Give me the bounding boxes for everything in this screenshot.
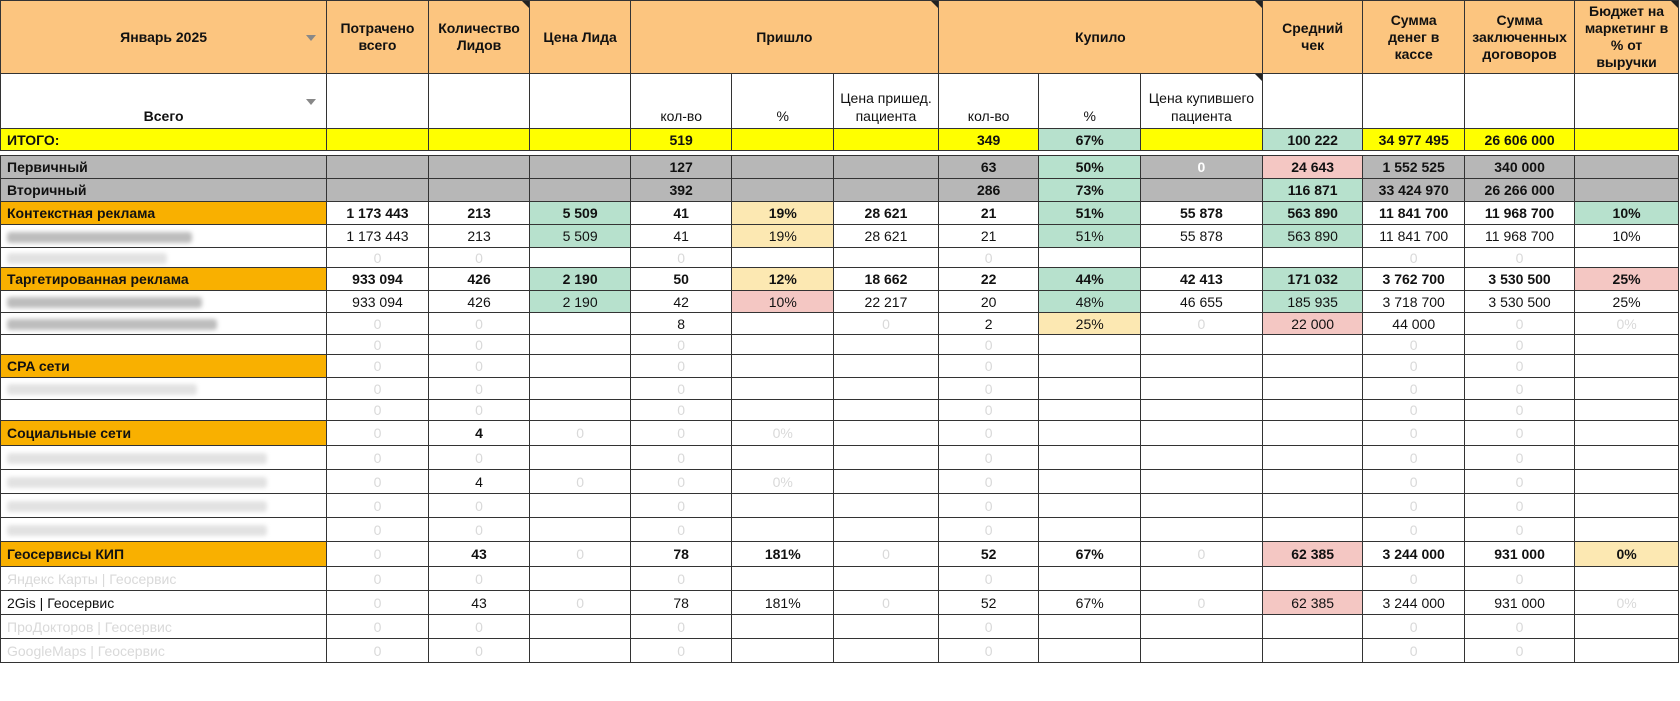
row-label[interactable]: Первичный: [0, 155, 328, 179]
table-row-context: Контекстная реклама 1 173 443 213 5 509 41…: [0, 201, 1679, 225]
header-avg-check[interactable]: Средний чек: [1261, 0, 1364, 74]
dropdown-arrow-icon[interactable]: [306, 35, 317, 41]
header-lead-price[interactable]: Цена Лида: [529, 0, 631, 74]
row-label[interactable]: ПроДокторов | Геосервис: [0, 614, 328, 639]
sub-bought-pct[interactable]: %: [1038, 73, 1141, 129]
row-label[interactable]: 2Gis | Геосервис: [0, 590, 328, 615]
redacted-label[interactable]: [0, 224, 328, 248]
redacted-text: [7, 453, 267, 465]
total-filter[interactable]: Всего: [0, 73, 328, 129]
table-row-target: Таргетированная реклама 933 094 426 2 190 …: [0, 267, 1679, 291]
redacted-label[interactable]: [0, 493, 328, 518]
header-contracts[interactable]: Сумма заключенных договоров: [1463, 0, 1576, 74]
table-row-secondary: Вторичный 392 286 73% 116 871 33 424 970 26…: [0, 178, 1679, 202]
header-arrived[interactable]: Пришло: [629, 0, 939, 74]
redacted-text: [7, 477, 267, 489]
row-label[interactable]: ИТОГО:: [0, 128, 328, 151]
row-label[interactable]: Яндекс Карты | Геосервис: [0, 566, 328, 591]
header-bought[interactable]: Купило: [937, 0, 1263, 74]
subheader-row: Всего кол-во % Цена пришед. пациента кол…: [0, 73, 1679, 129]
total-label: Всего: [143, 108, 184, 124]
row-label[interactable]: CPA сети: [0, 354, 328, 378]
redacted-text: [7, 525, 267, 537]
row-label[interactable]: Контекстная реклама: [0, 201, 328, 225]
dropdown-arrow-icon[interactable]: [306, 99, 317, 105]
sub-bought-qty[interactable]: кол-во: [937, 73, 1040, 129]
sub-arrived-pct[interactable]: %: [731, 73, 835, 129]
row-label[interactable]: Социальные сети: [0, 420, 328, 446]
row-label[interactable]: Геосервисы КИП: [0, 541, 328, 567]
redacted-text: [7, 384, 197, 396]
row-label[interactable]: GoogleMaps | Геосервис: [0, 638, 328, 663]
month-selector[interactable]: Январь 2025: [0, 0, 328, 74]
redacted-label[interactable]: [0, 247, 328, 268]
redacted-label[interactable]: [0, 290, 328, 313]
row-label[interactable]: Вторичный: [0, 178, 328, 202]
month-title: Январь 2025: [120, 28, 208, 45]
redacted-label[interactable]: [0, 517, 328, 542]
redacted-text: [7, 231, 192, 243]
table-row: 933 094 426 2 190 42 10% 22 217 20 48% 46 655 …: [0, 290, 1679, 313]
sub-arrived-qty[interactable]: кол-во: [629, 73, 733, 129]
table-row-primary: Первичный 127 63 50% 0 24 643 1 552 525 340 …: [0, 155, 1679, 179]
table-row: 2Gis | Геосервис 0 43 0 78 181% 0 52 67% 0 62 …: [0, 590, 1679, 615]
redacted-label[interactable]: [0, 312, 328, 335]
header-leads-count[interactable]: Количество Лидов: [427, 0, 531, 74]
redacted-label[interactable]: [0, 377, 328, 400]
header-spent[interactable]: Потрачено всего: [326, 0, 429, 74]
table-row: 1 173 443 213 5 509 41 19% 28 621 21 51% 55 87…: [0, 224, 1679, 248]
table-row-geo: Геосервисы КИП 0 43 0 78 181% 0 52 67% 0 62 38…: [0, 541, 1679, 567]
redacted-text: [7, 297, 202, 309]
header-row: Январь 2025 Потрачено всего Количество Л…: [0, 0, 1679, 74]
table-row-itogo: ИТОГО: 519 349 67% 100 222 34 977 495 26 60…: [0, 128, 1679, 151]
redacted-text: [7, 253, 167, 265]
redacted-label[interactable]: [0, 469, 328, 494]
sub-bought-price[interactable]: Цена купившего пациента: [1139, 73, 1263, 129]
redacted-text: [7, 319, 217, 331]
sub-arrived-price[interactable]: Цена пришед. пациента: [833, 73, 939, 129]
redacted-label[interactable]: [0, 445, 328, 470]
marketing-report-table: Январь 2025 Потрачено всего Количество Л…: [0, 0, 1679, 663]
redacted-text: [7, 501, 267, 513]
header-budget[interactable]: Бюджет на маркетинг в % от выручки: [1574, 0, 1679, 74]
header-cash[interactable]: Сумма денег в кассе: [1362, 0, 1465, 74]
row-label[interactable]: Таргетированная реклама: [0, 267, 328, 291]
